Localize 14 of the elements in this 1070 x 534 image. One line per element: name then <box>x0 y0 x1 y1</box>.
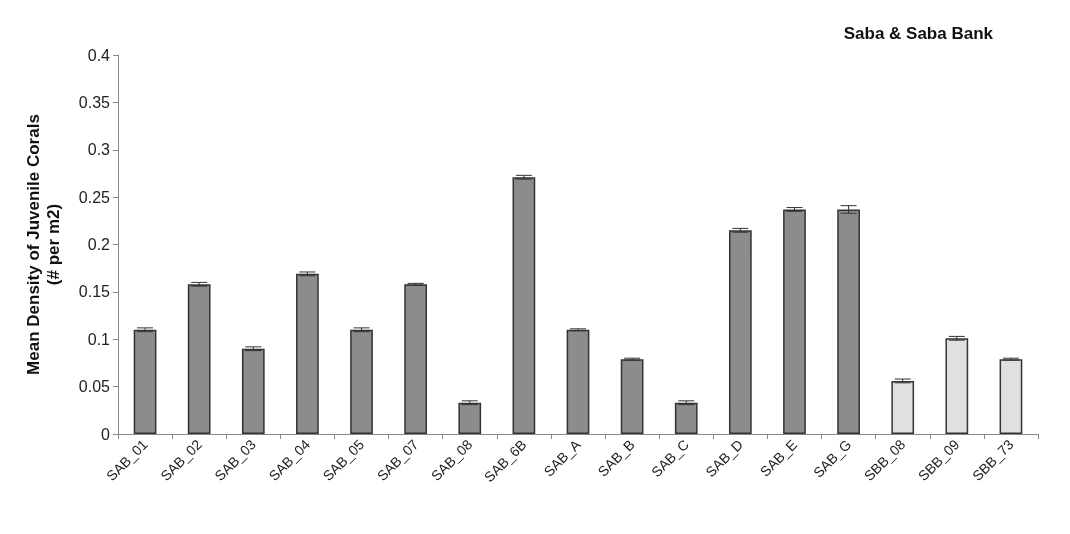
y-tick-label: 0 <box>101 425 111 443</box>
y-tick-label: 0.4 <box>87 46 111 64</box>
bar <box>999 359 1023 434</box>
y-tick-label: 0.05 <box>78 378 111 396</box>
y-tick-label: 0.2 <box>87 236 111 253</box>
bar <box>891 380 915 434</box>
y-tick-label: 0.35 <box>78 93 111 111</box>
chart-title: Saba & Saba Bank <box>843 24 994 43</box>
y-tick-label: 0.15 <box>78 283 111 301</box>
y-tick-label: 0.1 <box>87 330 111 348</box>
y-tick-label: 0.25 <box>78 188 111 206</box>
y-axis-title: Mean Density of Juvenile Corals (# per m2) <box>23 114 63 375</box>
y-tick-label: 0.3 <box>87 141 111 159</box>
bar <box>945 338 969 434</box>
